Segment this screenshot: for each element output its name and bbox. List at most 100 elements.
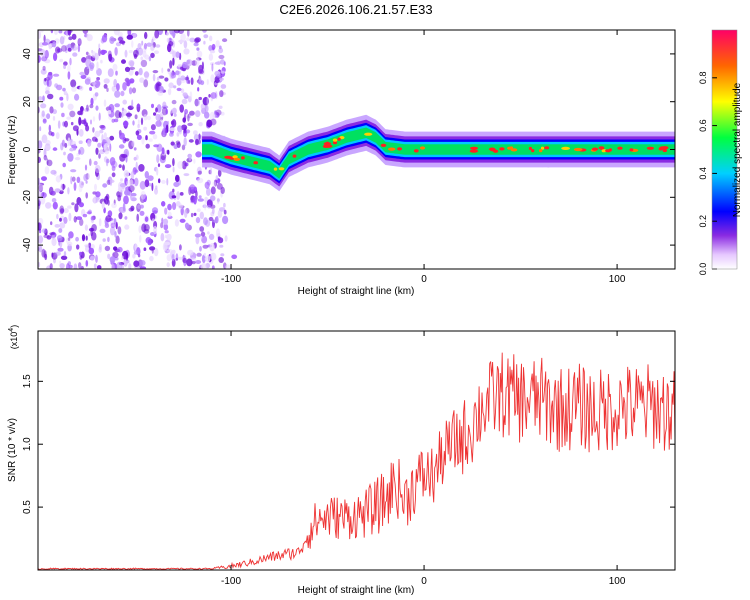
- noise-speckle: [131, 99, 134, 108]
- noise-speckle: [103, 207, 106, 214]
- noise-speckle: [197, 87, 200, 92]
- noise-speckle: [187, 113, 190, 122]
- noise-speckle: [140, 117, 144, 126]
- noise-speckle: [110, 222, 116, 229]
- noise-speckle: [51, 198, 57, 203]
- noise-speckle: [187, 30, 190, 37]
- noise-speckle: [194, 37, 201, 43]
- noise-speckle: [98, 43, 101, 49]
- noise-speckle: [103, 132, 107, 140]
- noise-speckle: [67, 71, 71, 80]
- noise-speckle: [157, 91, 164, 96]
- noise-speckle: [144, 179, 150, 188]
- ridge-peak: [591, 147, 599, 151]
- colorbar-frame: [711, 29, 738, 270]
- snr-y-multiplier: (x104): [8, 325, 19, 349]
- noise-speckle: [231, 254, 238, 260]
- ridge-peak: [332, 138, 338, 142]
- noise-speckle: [148, 56, 152, 62]
- ridge-peak: [617, 146, 623, 150]
- noise-speckle: [125, 112, 133, 117]
- noise-speckle: [209, 195, 216, 202]
- noise-speckle: [138, 225, 142, 234]
- colorbar-label: Normalized spectral amplitude: [732, 82, 743, 217]
- noise-speckle: [184, 108, 189, 115]
- noise-speckle: [109, 36, 115, 44]
- noise-speckle: [153, 225, 158, 235]
- ridge-peak: [662, 148, 667, 153]
- noise-speckle: [172, 249, 176, 254]
- noise-speckle: [142, 50, 147, 58]
- noise-speckle: [102, 138, 106, 145]
- noise-speckle: [193, 134, 200, 141]
- noise-speckle: [48, 131, 53, 136]
- noise-speckle: [55, 175, 62, 183]
- noise-speckle: [198, 64, 204, 74]
- noise-speckle: [43, 154, 48, 161]
- noise-speckle: [108, 53, 113, 62]
- noise-speckle: [173, 72, 176, 75]
- noise-speckle: [82, 30, 89, 35]
- noise-speckle: [141, 136, 145, 145]
- noise-speckle: [86, 211, 92, 215]
- noise-speckle: [57, 247, 64, 252]
- noise-speckle: [173, 30, 181, 34]
- noise-speckle: [184, 76, 190, 81]
- noise-speckle: [153, 112, 157, 116]
- noise-speckle: [70, 79, 77, 88]
- noise-speckle: [115, 70, 118, 76]
- noise-speckle: [198, 96, 202, 101]
- noise-speckle: [83, 174, 88, 182]
- noise-speckle: [191, 261, 196, 265]
- noise-speckle: [95, 254, 98, 263]
- noise-speckle: [189, 91, 193, 100]
- noise-speckle: [122, 120, 129, 127]
- snr-x-tick-label: 0: [421, 576, 427, 587]
- noise-speckle: [119, 132, 125, 140]
- noise-speckle: [109, 226, 116, 236]
- noise-speckle: [133, 147, 137, 151]
- noise-speckle: [38, 200, 41, 207]
- ridge-layer: [202, 127, 675, 179]
- snr-y-multiplier-base: (x10: [9, 332, 19, 350]
- noise-speckle: [118, 144, 125, 149]
- noise-speckle: [145, 237, 152, 244]
- noise-speckle: [60, 183, 64, 192]
- noise-speckle: [110, 177, 112, 187]
- noise-speckle: [219, 90, 224, 98]
- noise-speckle: [156, 143, 163, 152]
- noise-speckle: [166, 37, 170, 43]
- noise-speckle: [59, 222, 66, 229]
- noise-speckle: [159, 111, 164, 118]
- noise-speckle: [199, 246, 202, 252]
- noise-speckle: [79, 85, 84, 91]
- noise-speckle: [171, 107, 177, 115]
- noise-speckle: [161, 179, 166, 184]
- noise-speckle: [174, 219, 179, 227]
- noise-speckle: [155, 83, 160, 92]
- noise-speckle: [70, 169, 77, 173]
- noise-speckle: [66, 116, 72, 120]
- colorbar: 0.0 0.2 0.4 0.6 0.8 Normalized spectral ampl…: [698, 29, 743, 275]
- noise-speckle: [194, 233, 201, 238]
- noise-speckle: [69, 57, 72, 66]
- noise-speckle: [72, 52, 78, 57]
- noise-speckle: [63, 151, 66, 156]
- ridge-peak: [241, 156, 245, 160]
- noise-speckle: [109, 256, 116, 264]
- noise-speckle: [104, 245, 111, 252]
- ridge-peak: [397, 147, 403, 151]
- noise-speckle: [121, 255, 124, 261]
- noise-speckle: [73, 263, 78, 269]
- noise-speckle: [133, 49, 139, 58]
- noise-speckle: [123, 170, 130, 178]
- noise-speckle: [82, 213, 88, 218]
- noise-speckle: [168, 37, 172, 42]
- noise-speckle: [79, 218, 84, 226]
- spectrogram-x-tick-label: 0: [421, 274, 427, 285]
- noise-speckle: [209, 243, 215, 252]
- noise-speckle: [50, 30, 54, 34]
- noise-speckle: [93, 160, 98, 166]
- noise-speckle: [154, 187, 158, 195]
- spectrogram-data: [38, 30, 675, 269]
